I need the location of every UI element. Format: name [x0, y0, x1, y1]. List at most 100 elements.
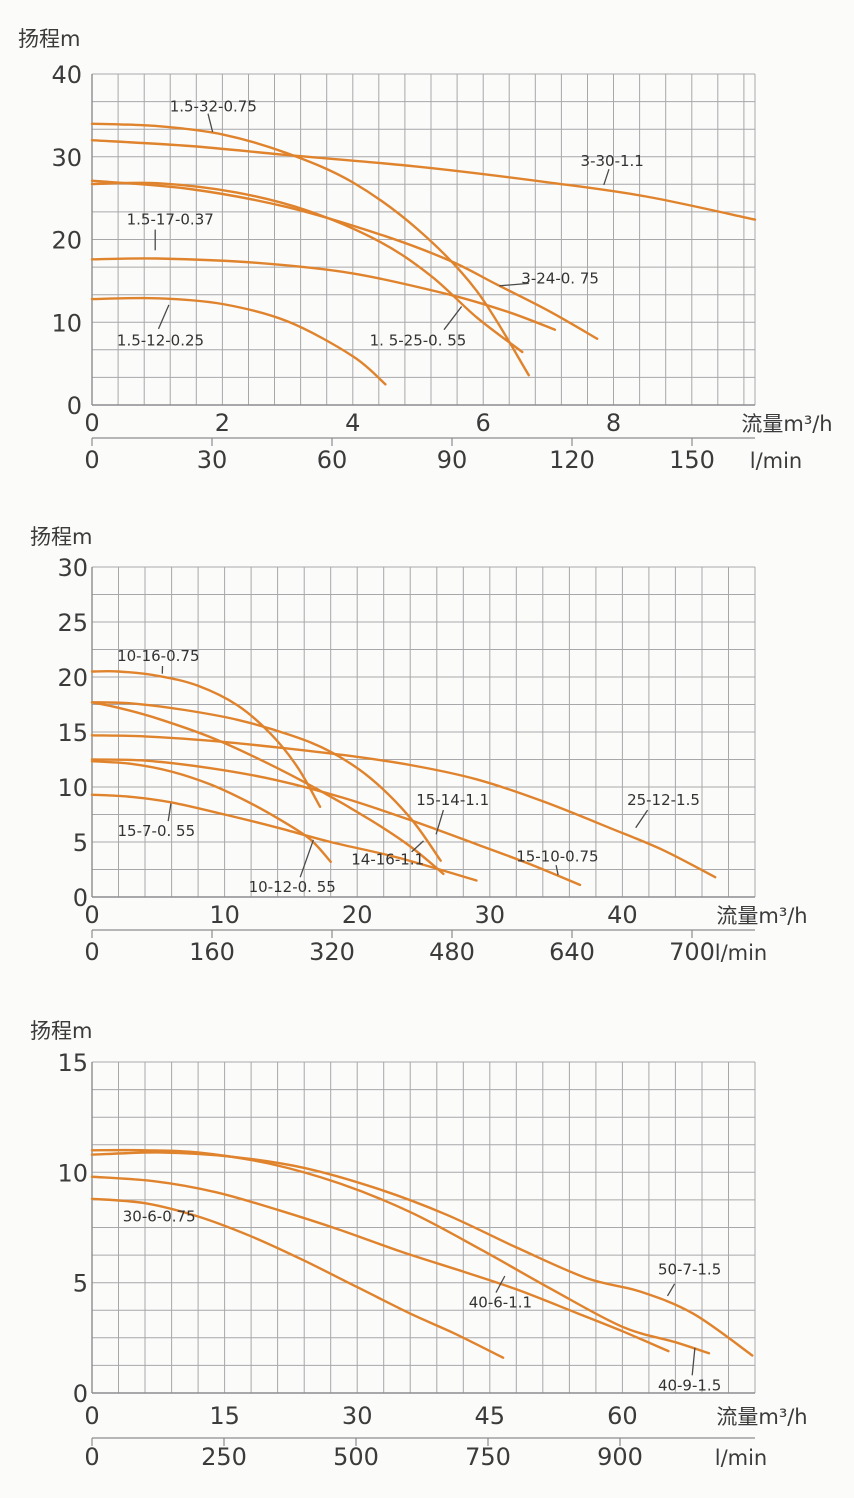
curve-label-leader-10-12-0.55	[299, 839, 315, 878]
pump-curve-50-7-1.5	[90, 1151, 754, 1357]
lmin-tick-label: 900	[597, 1443, 643, 1471]
pump-curve-1.5-25-0.55	[90, 181, 524, 354]
y-tick-label: 0	[73, 1380, 88, 1408]
x-tick-label: 6	[476, 409, 491, 437]
pump-curve-10-12-0.55	[90, 759, 332, 863]
y-tick-label: 30	[51, 144, 82, 172]
pump-curve-1.5-17-0.37	[90, 257, 557, 331]
y-tick-label: 10	[51, 309, 82, 337]
lmin-tick-label: 320	[309, 938, 355, 966]
pump-curve-1.5-32-0.75	[90, 122, 530, 377]
pump-curve-40-9-1.5	[90, 1148, 711, 1355]
lmin-tick-label: 90	[437, 446, 468, 474]
curve-label-1.5-17-0.37: 1.5-17-0.37	[127, 211, 214, 229]
x-tick-label: 0	[84, 901, 99, 929]
y-tick-label: 30	[57, 554, 88, 582]
lmin-tick-label: 700	[669, 938, 715, 966]
curve-label-1.5-12-0.25: 1.5-12-0.25	[117, 332, 204, 350]
pump-curve-3-24-0.75	[90, 179, 599, 340]
curve-label-leader-50-7-1.5	[666, 1283, 676, 1297]
lmin-tick-label: 480	[429, 938, 475, 966]
curve-label-40-6-1.1: 40-6-1.1	[469, 1294, 532, 1312]
lmin-axis-title: l/min	[715, 1446, 768, 1470]
lmin-axis-title: l/min	[750, 449, 803, 473]
curve-label-leader-15-7-0.55	[167, 803, 172, 822]
x-tick-label: 30	[475, 901, 506, 929]
curve-label-leader-1.5-25-0.55	[443, 306, 463, 331]
lmin-axis-title: l/min	[715, 941, 768, 965]
curve-label-leader-1.5-12-0.25	[157, 304, 170, 330]
flow-axis-title: 流量m³/h	[741, 412, 832, 436]
x-tick-label: 30	[342, 1402, 373, 1430]
pump-curve-1.5-12-0.25	[90, 296, 387, 386]
grid	[91, 1061, 756, 1394]
x-tick-label: 4	[345, 409, 360, 437]
x-tick-label: 15	[209, 1402, 240, 1430]
curve-label-15-10-0.75: 15-10-0.75	[516, 847, 598, 865]
head-axis-title: 扬程m	[18, 27, 80, 51]
curve-label-25-12-1.5: 25-12-1.5	[627, 791, 700, 809]
curve-label-leader-1.5-32-0.75	[207, 113, 214, 133]
x-tick-label: 45	[475, 1402, 506, 1430]
x-tick-label: 0	[84, 409, 99, 437]
flow-axis-title: 流量m³/h	[716, 904, 807, 928]
lmin-tick-label: 500	[333, 1443, 379, 1471]
curve-label-leader-15-10-0.75	[555, 864, 559, 876]
curve-label-30-6-0.75: 30-6-0.75	[123, 1208, 196, 1226]
chart-2: 0 5 10 15 20 25 30 扬程m 0 10 20 30 40 流量m³/h 0 160 320 480…	[30, 525, 808, 966]
x-tick-label: 60	[607, 1402, 638, 1430]
lmin-tick-label: 60	[317, 446, 348, 474]
x-tick-label: 8	[606, 409, 621, 437]
curve-label-leader-40-6-1.1	[495, 1275, 506, 1293]
pump-curve-40-6-1.1	[90, 1175, 670, 1353]
x-tick-label: 2	[215, 409, 230, 437]
y-tick-label: 25	[57, 609, 88, 637]
lmin-tick-label: 640	[549, 938, 595, 966]
lmin-tick-label: 150	[669, 446, 715, 474]
pump-curve-30-6-0.75	[90, 1197, 505, 1359]
lmin-tick-label: 120	[549, 446, 595, 474]
curve-label-3-30-1.1: 3-30-1.1	[581, 152, 644, 170]
curve-label-leader-25-12-1.5	[635, 809, 649, 829]
lmin-tick-label: 250	[201, 1443, 247, 1471]
pump-curve-3-30-1.1	[90, 139, 757, 221]
pump-curve-15-7-0.55	[90, 793, 478, 882]
curve-label-leader-15-14-1.1	[435, 809, 445, 835]
chart-3: 0 5 10 15 扬程m 0 15 30 45 60 流量m³/h 0 250 500 750 900 l/m…	[30, 1019, 808, 1471]
pump-curve-10-16-0.75	[90, 669, 322, 808]
curve-label-50-7-1.5: 50-7-1.5	[658, 1260, 721, 1278]
pump-curve-15-14-1.1	[90, 701, 442, 862]
y-tick-label: 15	[57, 1049, 88, 1077]
curve-label-15-7-0.55: 15-7-0. 55	[117, 822, 195, 840]
y-tick-label: 5	[73, 829, 88, 857]
chart-1: 0 10 20 30 40 扬程m 0 2 4 6 8 流量m³/h 0 30 60 90 120 150 l/mi…	[18, 27, 833, 474]
pump-curve-14-16-1.1	[90, 701, 445, 876]
x-tick-label: 0	[84, 1402, 99, 1430]
curve-label-leader-40-9-1.5	[691, 1347, 696, 1376]
grid	[91, 566, 756, 898]
curve-label-1.5-32-0.75: 1.5-32-0.75	[170, 97, 257, 115]
lmin-tick-label: 0	[84, 446, 99, 474]
lmin-tick-label: 750	[465, 1443, 511, 1471]
pump-curve-15-10-0.75	[90, 758, 582, 887]
curve-label-leader-14-16-1.1	[411, 840, 424, 853]
curve-label-10-12-0.55: 10-12-0. 55	[249, 878, 336, 896]
curve-label-10-16-0.75: 10-16-0.75	[117, 647, 199, 665]
curve-label-leader-3-30-1.1	[603, 168, 610, 186]
lmin-tick-label: 160	[189, 938, 235, 966]
y-tick-label: 10	[57, 1159, 88, 1187]
x-tick-label: 10	[209, 901, 240, 929]
curve-label-14-16-1.1: 14-16-1.1	[351, 851, 424, 869]
lmin-tick-label: 30	[197, 446, 228, 474]
curve-label-3-24-0.75: 3-24-0. 75	[521, 269, 599, 287]
curve-label-40-9-1.5: 40-9-1.5	[658, 1376, 721, 1394]
lmin-tick-label: 0	[84, 938, 99, 966]
x-tick-label: 40	[607, 901, 638, 929]
curve-label-15-14-1.1: 15-14-1.1	[416, 791, 489, 809]
y-tick-label: 0	[67, 392, 82, 420]
pump-curve-25-12-1.5	[90, 734, 717, 879]
y-tick-label: 20	[51, 227, 82, 255]
y-tick-label: 40	[51, 61, 82, 89]
y-tick-label: 5	[73, 1270, 88, 1298]
